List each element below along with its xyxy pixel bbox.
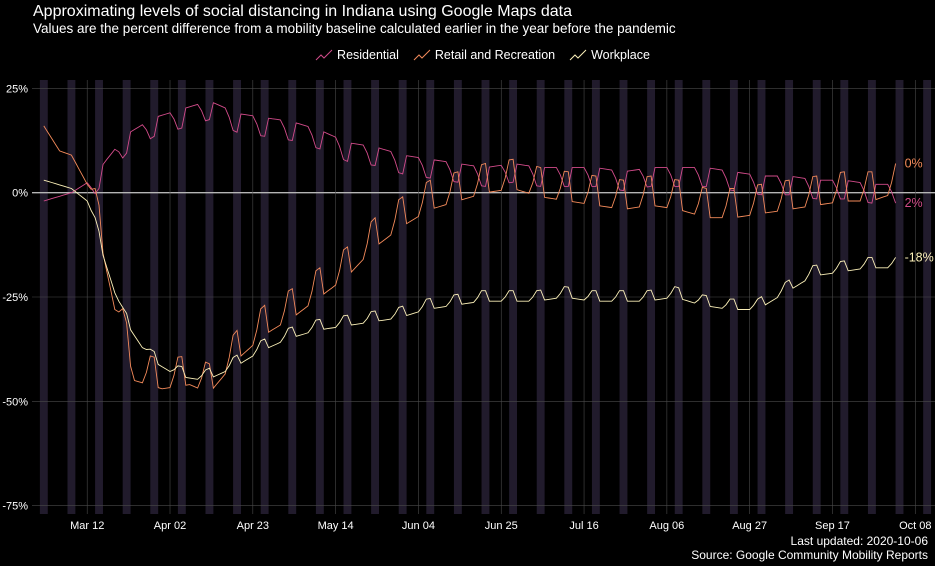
series-line-retail-and-recreation [43, 125, 897, 390]
legend-item-workplace: Workplace [569, 48, 650, 62]
x-tick-label: Jun 25 [485, 520, 518, 532]
legend-item-residential: Residential [315, 48, 399, 62]
source-note: Source: Google Community Mobility Report… [691, 548, 928, 562]
legend-label-retail: Retail and Recreation [434, 48, 556, 62]
legend: Residential Retail and Recreation Workpl… [0, 48, 935, 62]
series-line-residential [43, 102, 897, 204]
x-tick-label: Jun 04 [402, 520, 435, 532]
end-label-retail-and-recreation: 0% [905, 156, 923, 170]
legend-label-residential: Residential [337, 48, 399, 62]
legend-key-retail [413, 49, 431, 61]
chart-subtitle: Values are the percent difference from a… [33, 21, 676, 36]
legend-key-residential [315, 49, 333, 61]
chart-title: Approximating levels of social distancin… [33, 3, 572, 20]
x-tick-label: Oct 08 [899, 520, 931, 532]
x-tick-label: Aug 27 [732, 520, 767, 532]
x-tick-label: Sep 17 [815, 520, 850, 532]
series-line-workplace [43, 179, 896, 380]
y-tick-label: 0% [12, 188, 28, 200]
last-updated: Last updated: 2020-10-06 [790, 534, 928, 548]
y-tick-label: 25% [6, 83, 28, 95]
legend-label-workplace: Workplace [591, 48, 650, 62]
x-tick-label: Apr 02 [154, 520, 186, 532]
legend-key-workplace [569, 49, 587, 61]
x-tick-label: Jul 16 [569, 520, 598, 532]
end-label-workplace: -18% [905, 250, 934, 264]
x-tick-label: Aug 06 [649, 520, 684, 532]
x-tick-label: May 14 [318, 520, 354, 532]
x-tick-label: Apr 23 [237, 520, 269, 532]
y-tick-label: -50% [2, 396, 28, 408]
legend-item-retail: Retail and Recreation [413, 48, 555, 62]
x-tick-label: Mar 12 [70, 520, 104, 532]
end-label-residential: 2% [905, 196, 923, 210]
y-tick-label: -75% [2, 501, 28, 513]
y-tick-label: -25% [2, 292, 28, 304]
